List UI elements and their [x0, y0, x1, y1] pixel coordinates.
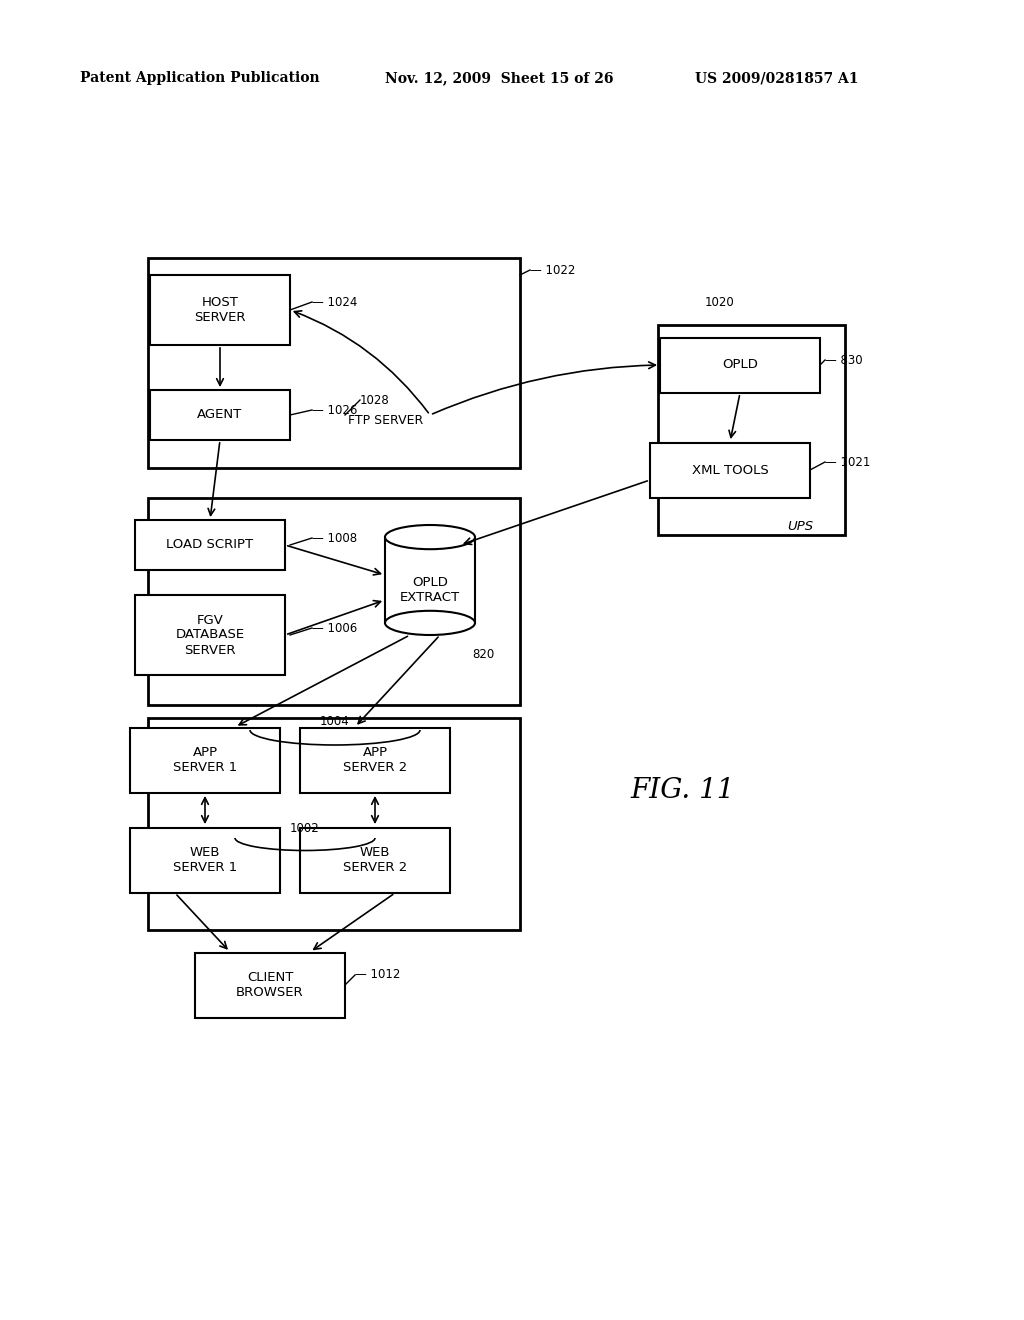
Text: APP
SERVER 2: APP SERVER 2 — [343, 746, 408, 774]
Text: — 1024: — 1024 — [312, 296, 357, 309]
Bar — [650, 442, 810, 498]
Text: LOAD SCRIPT: LOAD SCRIPT — [167, 539, 254, 552]
Text: 820: 820 — [472, 648, 495, 661]
Bar — [300, 828, 450, 892]
Text: — 1026: — 1026 — [312, 404, 357, 417]
Text: — 1022: — 1022 — [530, 264, 575, 276]
Ellipse shape — [385, 611, 475, 635]
Text: XML TOOLS: XML TOOLS — [691, 463, 768, 477]
Ellipse shape — [385, 525, 475, 549]
Text: OPLD
EXTRACT: OPLD EXTRACT — [400, 576, 460, 605]
Text: Nov. 12, 2009  Sheet 15 of 26: Nov. 12, 2009 Sheet 15 of 26 — [385, 71, 613, 84]
Text: UPS: UPS — [786, 520, 813, 533]
Text: CLIENT
BROWSER: CLIENT BROWSER — [237, 972, 304, 999]
Text: APP
SERVER 1: APP SERVER 1 — [173, 746, 238, 774]
Text: WEB
SERVER 1: WEB SERVER 1 — [173, 846, 238, 874]
Bar — [150, 275, 290, 345]
Bar — [150, 389, 290, 440]
Text: — 1006: — 1006 — [312, 622, 357, 635]
Bar — [148, 498, 520, 705]
Text: US 2009/0281857 A1: US 2009/0281857 A1 — [695, 71, 858, 84]
Text: FIG. 11: FIG. 11 — [630, 776, 734, 804]
Text: 1002: 1002 — [290, 822, 319, 836]
Bar — [195, 953, 345, 1018]
Text: Patent Application Publication: Patent Application Publication — [80, 71, 319, 84]
Text: OPLD: OPLD — [722, 359, 758, 371]
Text: WEB
SERVER 2: WEB SERVER 2 — [343, 846, 408, 874]
Bar — [658, 325, 845, 535]
Text: — 830: — 830 — [825, 354, 862, 367]
Bar — [385, 537, 475, 623]
Bar — [148, 257, 520, 469]
Text: — 1021: — 1021 — [825, 455, 870, 469]
Text: — 1008: — 1008 — [312, 532, 357, 544]
Bar — [148, 718, 520, 931]
Text: FTP SERVER: FTP SERVER — [348, 413, 423, 426]
Text: 1028: 1028 — [360, 393, 390, 407]
Bar — [660, 338, 820, 392]
Text: 1020: 1020 — [706, 296, 735, 309]
Bar — [130, 828, 280, 892]
Bar — [130, 727, 280, 792]
Text: AGENT: AGENT — [198, 408, 243, 421]
Bar — [135, 520, 285, 570]
Text: — 1012: — 1012 — [355, 969, 400, 982]
Text: HOST
SERVER: HOST SERVER — [195, 296, 246, 323]
Bar — [300, 727, 450, 792]
Text: FGV
DATABASE
SERVER: FGV DATABASE SERVER — [175, 614, 245, 656]
Bar — [135, 595, 285, 675]
Text: 1004: 1004 — [321, 715, 350, 729]
